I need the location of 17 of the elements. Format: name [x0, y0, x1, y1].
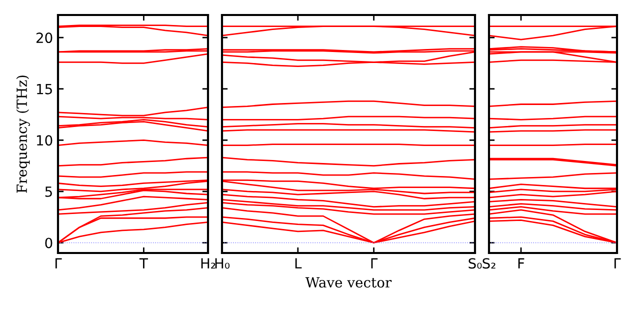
- y-tick-label: 20: [36, 32, 52, 44]
- y-tick-label: 15: [36, 84, 52, 94]
- x-tick-label: H₀: [215, 258, 230, 269]
- y-tick-label: 0: [45, 238, 52, 248]
- x-tick-label: Γ: [371, 258, 378, 268]
- y-tick-label: 5: [45, 186, 52, 197]
- x-tick-label: F: [518, 258, 524, 268]
- x-tick-label: T: [139, 258, 148, 268]
- x-tick-label: H₂: [201, 258, 216, 268]
- x-axis-title: Wave vector: [305, 277, 392, 288]
- x-tick-label: L: [295, 258, 302, 268]
- x-tick-label: Γ: [614, 258, 621, 268]
- x-tick-label: Γ: [55, 258, 62, 268]
- y-axis-title: Frequency (THz): [16, 76, 30, 193]
- x-tick-label: S₂: [482, 258, 496, 269]
- y-tick-label: 10: [36, 135, 52, 146]
- x-tick-label: S₀: [468, 258, 482, 269]
